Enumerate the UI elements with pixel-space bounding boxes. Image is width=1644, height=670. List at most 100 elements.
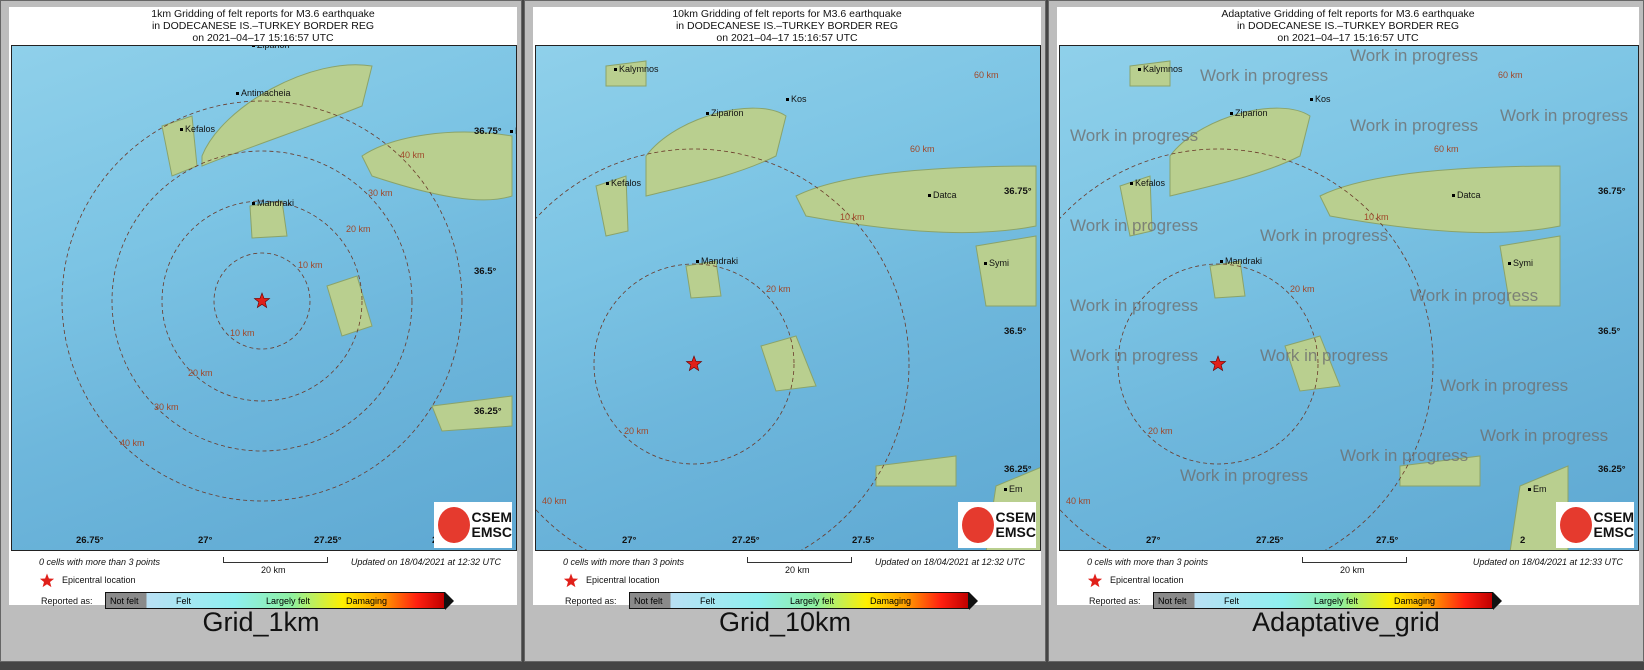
colorbar-arrow xyxy=(1493,592,1502,610)
map-graphics xyxy=(1060,60,1569,550)
distance-label: 40 km xyxy=(1066,496,1091,506)
longitude-tick: 27° xyxy=(622,535,637,546)
colorbar-label: Largely felt xyxy=(266,595,311,606)
latitude-tick: 36.5° xyxy=(1598,326,1621,337)
place-label: Kos xyxy=(786,94,807,104)
intensity-colorbar: Not felt Felt Largely felt Damaging xyxy=(1153,592,1493,609)
intensity-colorbar: Not felt Felt Largely felt Damaging xyxy=(105,592,445,609)
latitude-tick: 36.25° xyxy=(1598,464,1626,475)
work-in-progress-watermark: Work in progress xyxy=(1200,66,1329,85)
land-mass xyxy=(875,455,957,487)
land-mass xyxy=(326,275,373,337)
land-mass xyxy=(1499,235,1561,307)
land-mass xyxy=(760,335,817,392)
land-mass xyxy=(975,235,1037,307)
latitude-tick: 36.5° xyxy=(474,266,497,277)
map-area[interactable]: Ziparion Antimacheia Kefalos Mandraki D 10 k… xyxy=(11,45,517,551)
land-mass xyxy=(201,64,373,167)
land-mass xyxy=(1319,165,1561,234)
place-label: Mandraki xyxy=(252,198,294,208)
cells-note: 0 cells with more than 3 points xyxy=(563,557,685,567)
distance-ring xyxy=(1117,263,1319,465)
place-marker xyxy=(606,182,609,186)
title-line: 1km Gridding of felt reports for M3.6 ea… xyxy=(151,8,375,20)
panel-sheet: 1km Gridding of felt reports for M3.6 ea… xyxy=(9,7,517,610)
distance-label: 60 km xyxy=(910,144,935,154)
place-marker xyxy=(1528,488,1531,492)
distance-ring xyxy=(213,252,311,350)
land-mass xyxy=(249,200,288,239)
place-label: Ziparion xyxy=(706,108,744,118)
emsc-logo: CSEM EMSC xyxy=(1556,502,1634,548)
distance-label: 20 km xyxy=(766,284,791,294)
colorbar-label: Felt xyxy=(700,595,716,606)
work-in-progress-watermark: Work in progress xyxy=(1340,446,1469,465)
place-marker xyxy=(1004,488,1007,492)
place-marker xyxy=(180,128,183,132)
land-mass xyxy=(1129,60,1171,87)
title-line: on 2021–04–17 15:16:57 UTC xyxy=(716,32,858,44)
land-mass xyxy=(645,107,787,197)
place-marker xyxy=(236,92,239,96)
place-marker xyxy=(706,112,709,116)
epicentre-star xyxy=(1209,355,1227,372)
map-graphics xyxy=(61,64,513,502)
scale-label: 20 km xyxy=(785,565,810,575)
epicentre-legend-label: Epicentral location xyxy=(586,575,660,585)
work-in-progress-watermark: Work in progress xyxy=(1070,126,1199,145)
epicentre-legend-star xyxy=(563,573,579,588)
place-marker xyxy=(510,130,513,134)
place-label: Mandraki xyxy=(696,256,738,266)
map-panel-3: Adaptative Gridding of felt reports for … xyxy=(1048,0,1644,662)
distance-label: 10 km xyxy=(230,328,255,338)
title-line: in DODECANESE IS.–TURKEY BORDER REG xyxy=(675,20,899,32)
map-area[interactable]: Kalymnos Ziparion Kos Kefalos Datca Mandraki S… xyxy=(535,45,1041,551)
place-label: Kalymnos xyxy=(1138,64,1183,74)
longitude-tick: 2 xyxy=(1520,535,1526,546)
title-line: on 2021–04–17 15:16:57 UTC xyxy=(192,32,334,44)
place-label: Kos xyxy=(1310,94,1331,104)
scale-label: 20 km xyxy=(261,565,286,575)
updated-note: Updated on 18/04/2021 at 12:33 UTC xyxy=(1472,557,1623,567)
place-label: Em xyxy=(1528,484,1547,494)
place-marker xyxy=(1220,260,1223,264)
map-title: 1km Gridding of felt reports for M3.6 ea… xyxy=(9,8,517,44)
longitude-tick: 27.25° xyxy=(1256,535,1284,546)
logo-globe xyxy=(1560,507,1592,543)
panel-sheet: Adaptative Gridding of felt reports for … xyxy=(1057,7,1639,610)
colorbar-label: Not felt xyxy=(110,595,139,606)
work-in-progress-watermark: Work in progress xyxy=(1260,346,1389,365)
title-line: in DODECANESE IS.–TURKEY BORDER REG xyxy=(1236,20,1460,32)
distance-label: 10 km xyxy=(840,212,865,222)
distance-label: 20 km xyxy=(188,368,213,378)
title-line: Adaptative Gridding of felt reports for … xyxy=(1221,8,1475,20)
logo-globe xyxy=(962,507,994,543)
place-label: Kefalos xyxy=(180,124,215,134)
colorbar-label: Not felt xyxy=(1158,595,1187,606)
title-line: on 2021–04–17 15:16:57 UTC xyxy=(1277,32,1419,44)
latitude-tick: 36.75° xyxy=(474,126,502,137)
place-marker xyxy=(928,194,931,198)
work-in-progress-watermark: Work in progress xyxy=(1070,296,1199,315)
distance-label: 40 km xyxy=(120,438,145,448)
work-in-progress-watermark: Work in progress xyxy=(1480,426,1609,445)
map-graphics xyxy=(536,60,1040,550)
land-mass xyxy=(361,131,513,201)
longitude-tick: 27.25° xyxy=(732,535,760,546)
land-mass xyxy=(1209,260,1246,299)
longitude-tick: 27.5° xyxy=(852,535,875,546)
colorbar-label: Largely felt xyxy=(1314,595,1359,606)
land-mass xyxy=(1284,335,1341,392)
distance-label: 40 km xyxy=(400,150,425,160)
place-marker xyxy=(252,202,255,206)
distance-label: 20 km xyxy=(624,426,649,436)
place-marker xyxy=(696,260,699,264)
map-area[interactable]: Kalymnos Ziparion Kos Kefalos Datca Mandraki S… xyxy=(1059,45,1639,551)
land-mass xyxy=(1169,107,1311,197)
scale-bar xyxy=(747,557,852,563)
panel-caption: Adaptative_grid xyxy=(1252,607,1440,637)
place-label: Kefalos xyxy=(1130,178,1165,188)
land-mass xyxy=(431,395,513,432)
colorbar-arrow xyxy=(445,592,454,610)
epicentre-star xyxy=(253,292,271,309)
